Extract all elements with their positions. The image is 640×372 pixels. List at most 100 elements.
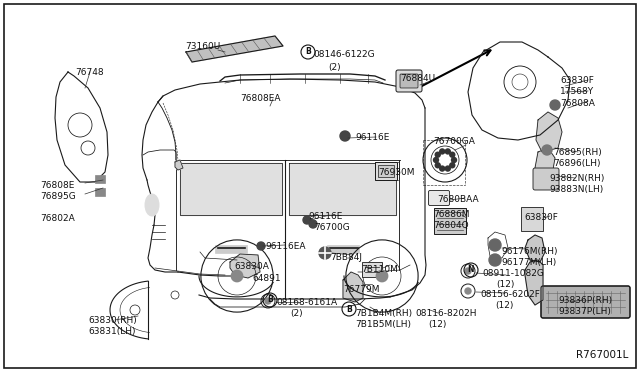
Text: B: B — [267, 295, 273, 305]
Text: (12): (12) — [428, 320, 446, 329]
Text: 17568Y: 17568Y — [560, 87, 594, 96]
Circle shape — [445, 166, 451, 171]
Circle shape — [257, 242, 265, 250]
Text: 64891: 64891 — [252, 274, 280, 283]
Text: 76886M: 76886M — [433, 210, 470, 219]
Circle shape — [450, 152, 455, 157]
Text: 63830F: 63830F — [560, 76, 594, 85]
Text: 08116-8202H: 08116-8202H — [415, 309, 477, 318]
Circle shape — [435, 163, 440, 168]
Text: 7680BAA: 7680BAA — [437, 195, 479, 204]
Text: 63830F: 63830F — [524, 213, 558, 222]
Text: 76808A: 76808A — [560, 99, 595, 108]
Circle shape — [303, 216, 311, 224]
Circle shape — [340, 131, 350, 141]
Polygon shape — [525, 260, 543, 305]
Text: 96176M(RH): 96176M(RH) — [501, 247, 557, 256]
Text: 76895(RH): 76895(RH) — [553, 148, 602, 157]
Text: 08146-6122G: 08146-6122G — [313, 50, 374, 59]
Circle shape — [433, 157, 438, 163]
Bar — [375, 162, 397, 180]
Text: 76700GA: 76700GA — [433, 137, 475, 146]
Circle shape — [465, 288, 471, 294]
Circle shape — [489, 254, 501, 266]
Polygon shape — [289, 163, 396, 215]
Polygon shape — [230, 254, 260, 278]
Bar — [215, 245, 247, 253]
Text: 76896(LH): 76896(LH) — [553, 159, 600, 168]
Text: 76930M: 76930M — [378, 168, 415, 177]
Text: 76700G: 76700G — [314, 223, 349, 232]
Text: 93837P(LH): 93837P(LH) — [558, 307, 611, 316]
FancyBboxPatch shape — [429, 190, 449, 205]
Bar — [95, 175, 105, 183]
Circle shape — [376, 270, 388, 282]
Text: 76802A: 76802A — [40, 214, 75, 223]
Text: (2): (2) — [290, 309, 303, 318]
Text: (2): (2) — [328, 63, 340, 72]
FancyBboxPatch shape — [541, 286, 630, 318]
Circle shape — [550, 100, 560, 110]
Text: 76804Q: 76804Q — [433, 221, 468, 230]
Text: 63830(RH): 63830(RH) — [88, 316, 137, 325]
Polygon shape — [525, 235, 545, 262]
Text: 08911-1082G: 08911-1082G — [482, 269, 544, 278]
Text: 7BB84J: 7BB84J — [330, 253, 362, 262]
Text: 63831(LH): 63831(LH) — [88, 327, 136, 336]
Text: (12): (12) — [495, 301, 513, 310]
Text: 96177M(LH): 96177M(LH) — [501, 258, 556, 267]
Text: 93836P(RH): 93836P(RH) — [558, 296, 612, 305]
Text: B: B — [346, 305, 352, 314]
Text: 96116E: 96116E — [355, 133, 389, 142]
Text: 08168-6161A: 08168-6161A — [276, 298, 337, 307]
Polygon shape — [186, 36, 283, 62]
Circle shape — [445, 149, 451, 154]
Bar — [327, 245, 359, 253]
FancyBboxPatch shape — [400, 74, 418, 88]
Circle shape — [450, 163, 455, 168]
Text: N: N — [468, 266, 474, 275]
Text: 76748: 76748 — [75, 68, 104, 77]
Circle shape — [489, 239, 501, 251]
Text: 96116EA: 96116EA — [265, 242, 305, 251]
Text: 7B110M: 7B110M — [361, 265, 398, 274]
Text: 93882N(RH): 93882N(RH) — [549, 174, 604, 183]
FancyBboxPatch shape — [521, 207, 543, 231]
Text: 7B1B5M(LH): 7B1B5M(LH) — [355, 320, 411, 329]
Text: 76808EA: 76808EA — [240, 94, 280, 103]
Text: 63830A: 63830A — [234, 262, 269, 271]
Text: 76884U: 76884U — [400, 74, 435, 83]
Polygon shape — [535, 148, 555, 178]
Circle shape — [231, 270, 243, 282]
Circle shape — [440, 149, 445, 154]
FancyBboxPatch shape — [533, 168, 559, 190]
Circle shape — [465, 268, 471, 274]
Bar — [378, 165, 394, 177]
Polygon shape — [180, 163, 282, 215]
Ellipse shape — [145, 194, 159, 216]
Circle shape — [440, 166, 445, 171]
Circle shape — [319, 247, 331, 259]
Text: 73160U: 73160U — [185, 42, 220, 51]
Polygon shape — [536, 112, 562, 152]
Polygon shape — [175, 160, 183, 170]
Text: 93883N(LH): 93883N(LH) — [549, 185, 604, 194]
Circle shape — [542, 145, 552, 155]
Circle shape — [451, 157, 456, 163]
Circle shape — [309, 220, 317, 228]
Bar — [362, 262, 382, 277]
Circle shape — [435, 152, 440, 157]
Text: R767001L: R767001L — [575, 350, 628, 360]
FancyBboxPatch shape — [396, 70, 422, 92]
Bar — [434, 208, 466, 234]
Bar — [95, 188, 105, 196]
Text: B: B — [305, 48, 311, 57]
Text: 7B1B4M(RH): 7B1B4M(RH) — [355, 309, 412, 318]
Polygon shape — [343, 272, 363, 302]
Text: 76895G: 76895G — [40, 192, 76, 201]
Text: 76779M: 76779M — [343, 285, 380, 294]
Text: 76808E: 76808E — [40, 181, 74, 190]
Circle shape — [265, 298, 271, 304]
Text: (12): (12) — [496, 280, 515, 289]
Text: 08156-6202F: 08156-6202F — [480, 290, 540, 299]
